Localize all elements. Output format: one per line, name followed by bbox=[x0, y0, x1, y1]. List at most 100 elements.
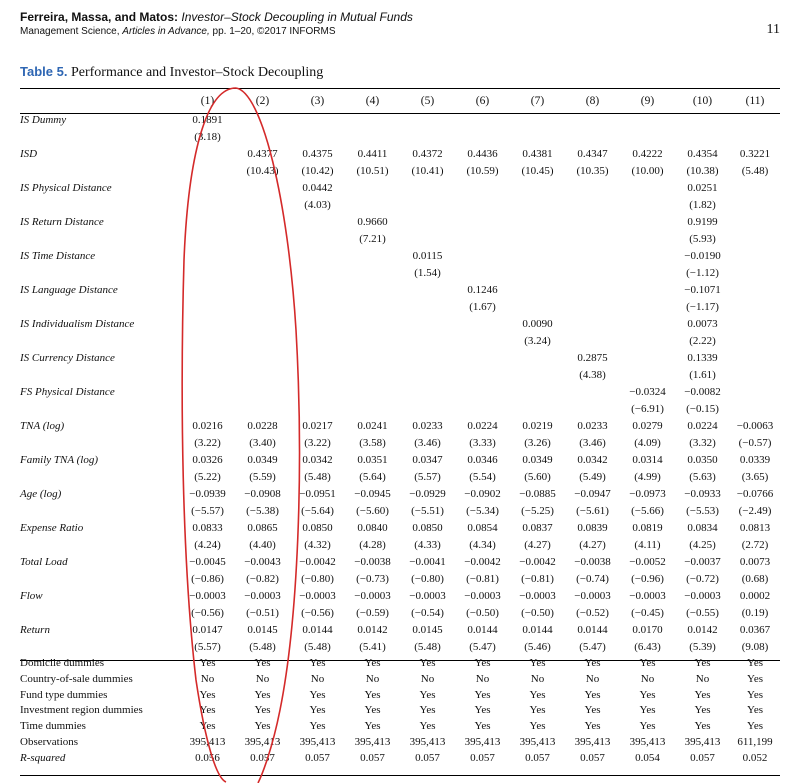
control-cell: No bbox=[200, 672, 215, 685]
tstat-cell: (5.48) bbox=[249, 641, 276, 653]
coef-cell bbox=[345, 384, 400, 401]
coef-cell bbox=[510, 180, 565, 197]
coef-cell: 0.0314 bbox=[632, 454, 663, 466]
row-label-spacer bbox=[20, 333, 180, 350]
row-label: IS Return Distance bbox=[20, 216, 104, 228]
coef-cell: 0.0144 bbox=[522, 624, 553, 636]
coef-cell bbox=[345, 282, 400, 299]
tstat-cell: (−5.60) bbox=[356, 505, 389, 517]
control-cell: Yes bbox=[199, 704, 216, 717]
tstat-row: (−0.86) (−0.82) (−0.80) (−0.73) (−0.80) (−0.8… bbox=[20, 571, 780, 588]
tstat-cell bbox=[235, 333, 290, 350]
coef-cell bbox=[235, 248, 290, 265]
tstat-cell bbox=[730, 265, 780, 282]
table-top-rule bbox=[20, 88, 780, 89]
tstat-cell: (−0.15) bbox=[686, 403, 719, 415]
coef-cell bbox=[510, 384, 565, 401]
tstat-cell: (5.64) bbox=[359, 471, 386, 483]
coef-cell bbox=[235, 282, 290, 299]
tstat-cell: (1.54) bbox=[414, 267, 441, 279]
coef-cell: 0.0216 bbox=[192, 420, 223, 432]
tstat-cell: (5.59) bbox=[249, 471, 276, 483]
coef-cell: −0.0063 bbox=[736, 420, 774, 432]
coef-row: Age (log) −0.0939 −0.0908 −0.0951 −0.0945 −0.… bbox=[20, 486, 780, 503]
control-cell: Yes bbox=[584, 657, 601, 669]
tstat-cell bbox=[565, 401, 620, 418]
control-cell: 611,199 bbox=[737, 735, 773, 748]
control-cell: Yes bbox=[639, 704, 656, 717]
tstat-cell bbox=[510, 197, 565, 214]
header-corner bbox=[20, 90, 180, 112]
tstat-cell bbox=[675, 129, 730, 146]
control-cell: Yes bbox=[639, 657, 656, 669]
row-label: IS Language Distance bbox=[20, 284, 118, 296]
tstat-cell bbox=[180, 367, 235, 384]
tstat-cell bbox=[730, 197, 780, 214]
coef-cell: −0.0929 bbox=[409, 488, 446, 500]
control-cell: Yes bbox=[584, 720, 601, 733]
coef-cell bbox=[730, 180, 780, 197]
coef-row: IS Language Distance 0.1246 −0.1071 bbox=[20, 282, 780, 299]
tstat-cell bbox=[730, 333, 780, 350]
coef-cell bbox=[400, 282, 455, 299]
tstat-cell: (4.09) bbox=[634, 437, 661, 449]
coef-cell: 0.0342 bbox=[577, 454, 608, 466]
control-cell: No bbox=[475, 672, 490, 685]
column-header: (4) bbox=[365, 95, 380, 107]
control-cell: Yes bbox=[309, 657, 326, 669]
coef-cell: 0.9199 bbox=[687, 216, 718, 228]
header-journal: Management Science, Articles in Advance,… bbox=[20, 25, 780, 38]
coef-cell: −0.0003 bbox=[409, 590, 446, 602]
tstat-row: (3.22) (3.40) (3.22) (3.58) (3.46) (3.33) (3.2… bbox=[20, 435, 780, 452]
coef-cell bbox=[510, 350, 565, 367]
control-label: Observations bbox=[20, 735, 79, 748]
tstat-cell: (4.28) bbox=[359, 539, 386, 551]
header-authors: Ferreira, Massa, and Matos: bbox=[20, 10, 179, 24]
control-cell: 0.057 bbox=[415, 751, 440, 764]
row-label-spacer bbox=[20, 401, 180, 418]
control-cell: Yes bbox=[309, 688, 326, 701]
tstat-cell: (−0.51) bbox=[246, 607, 279, 619]
control-row: Time dummies Yes Yes Yes Yes Yes Yes Yes Yes Yes Y… bbox=[20, 719, 780, 735]
row-label-spacer bbox=[20, 197, 180, 214]
tstat-cell: (4.33) bbox=[414, 539, 441, 551]
tstat-cell bbox=[455, 265, 510, 282]
tstat-cell: (3.18) bbox=[194, 131, 221, 143]
coef-cell bbox=[620, 180, 675, 197]
tstat-cell: (5.63) bbox=[689, 471, 716, 483]
tstat-cell bbox=[565, 333, 620, 350]
row-label-spacer bbox=[20, 503, 180, 520]
tstat-cell bbox=[345, 401, 400, 418]
tstat-row: (4.03) (1.82) bbox=[20, 197, 780, 214]
tstat-cell: (5.46) bbox=[524, 641, 551, 653]
column-header: (11) bbox=[745, 95, 765, 107]
coef-cell: −0.0042 bbox=[519, 556, 556, 568]
tstat-cell bbox=[235, 231, 290, 248]
control-cell: 395,413 bbox=[244, 735, 281, 748]
coef-cell bbox=[510, 112, 565, 129]
coef-cell bbox=[290, 350, 345, 367]
coef-cell: 0.0147 bbox=[192, 624, 223, 636]
tstat-cell bbox=[510, 299, 565, 316]
tstat-cell: (−0.54) bbox=[411, 607, 444, 619]
coef-cell: 0.0224 bbox=[467, 420, 498, 432]
tstat-cell bbox=[730, 231, 780, 248]
coef-cell: −0.0973 bbox=[629, 488, 666, 500]
control-cell: Yes bbox=[584, 688, 601, 701]
coef-cell bbox=[730, 214, 780, 231]
coef-cell bbox=[400, 384, 455, 401]
row-label: Total Load bbox=[20, 556, 68, 568]
tstat-row: (7.21) (5.93) bbox=[20, 231, 780, 248]
column-header-row: (1) (2) (3) (4) (5) (6) (7) (8) (9) (10) (11) bbox=[20, 90, 780, 112]
tstat-cell: (1.61) bbox=[689, 369, 716, 381]
control-cell: Yes bbox=[746, 704, 763, 717]
tstat-cell: (3.33) bbox=[469, 437, 496, 449]
coef-cell: 0.0834 bbox=[687, 522, 718, 534]
coef-cell: −0.0003 bbox=[189, 590, 226, 602]
control-cell: No bbox=[585, 672, 600, 685]
coef-cell: −0.0945 bbox=[354, 488, 391, 500]
coef-cell: 0.0219 bbox=[522, 420, 553, 432]
row-label: Expense Ratio bbox=[20, 522, 84, 534]
row-label: IS Physical Distance bbox=[20, 182, 112, 194]
coef-row: IS Time Distance 0.0115 −0.0190 bbox=[20, 248, 780, 265]
